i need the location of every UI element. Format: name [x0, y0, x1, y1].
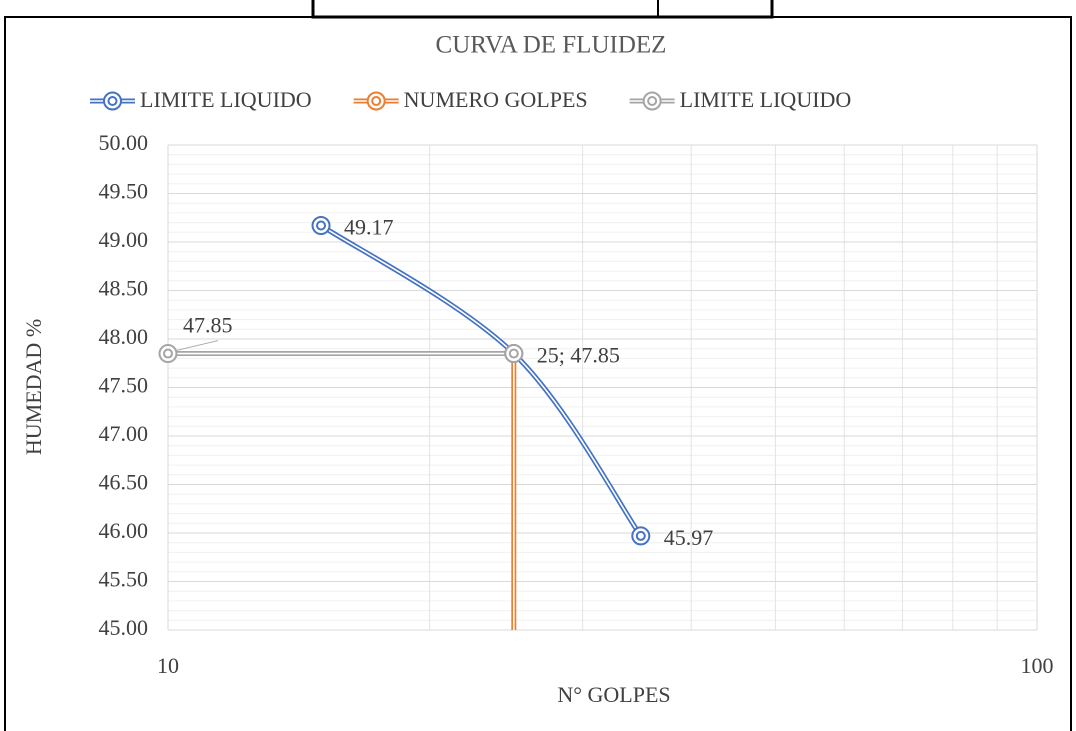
chart-border: [4, 16, 1072, 731]
y-tick-label: 48.00: [99, 324, 149, 349]
x-axis-label: N° GOLPES: [557, 682, 670, 707]
marker: [631, 526, 651, 546]
y-tick-label: 49.50: [99, 179, 149, 204]
y-tick-label: 49.00: [99, 227, 149, 252]
marker-inner: [163, 348, 173, 359]
series-line: [319, 223, 643, 538]
data-label: 47.85: [183, 313, 233, 338]
legend-marker-inner: [371, 96, 382, 106]
legend-label: LIMITE LIQUIDO: [140, 87, 312, 112]
x-tick-label: 10: [157, 653, 179, 678]
data-label: 45.97: [664, 525, 714, 550]
data-label: 49.17: [344, 215, 394, 240]
marker-inner: [316, 220, 327, 231]
marker-outer: [631, 526, 651, 546]
marker-outer: [158, 344, 178, 364]
x-tick-label: 100: [1021, 653, 1054, 678]
y-tick-label: 46.00: [99, 518, 149, 543]
header-box: [311, 0, 774, 19]
marker: [311, 216, 331, 236]
label-leader: [175, 340, 219, 352]
legend-label: NUMERO GOLPES: [404, 87, 588, 112]
legend: LIMITE LIQUIDO NUMERO GOLPES LIMITE LIQUID…: [90, 87, 851, 112]
y-axis-label: HUMEDAD %: [21, 319, 46, 455]
marker: [158, 344, 178, 364]
legend-label: LIMITE LIQUIDO: [680, 87, 852, 112]
legend-marker-inner: [647, 96, 658, 106]
marker: [504, 344, 524, 364]
y-tick-label: 50.00: [99, 130, 149, 155]
marker-outer: [311, 216, 331, 236]
y-tick-label: 45.00: [99, 615, 149, 640]
marker-inner: [508, 348, 519, 359]
y-tick-label: 47.50: [99, 373, 149, 398]
series-line-core: [320, 224, 642, 537]
y-tick-label: 48.50: [99, 276, 149, 301]
marker-outer: [504, 344, 524, 364]
data-label: 25; 47.85: [537, 343, 620, 368]
legend-marker: [642, 91, 662, 111]
grid: [167, 144, 1038, 631]
y-tick-label: 45.50: [99, 567, 149, 592]
y-tick-label: 46.50: [99, 470, 149, 495]
legend-marker-inner: [107, 96, 118, 106]
legend-marker: [366, 91, 386, 111]
y-tick-label: 47.00: [99, 421, 149, 446]
legend-marker: [103, 91, 122, 111]
marker-inner: [635, 530, 646, 541]
chart-title: CURVA DE FLUIDEZ: [436, 32, 667, 59]
